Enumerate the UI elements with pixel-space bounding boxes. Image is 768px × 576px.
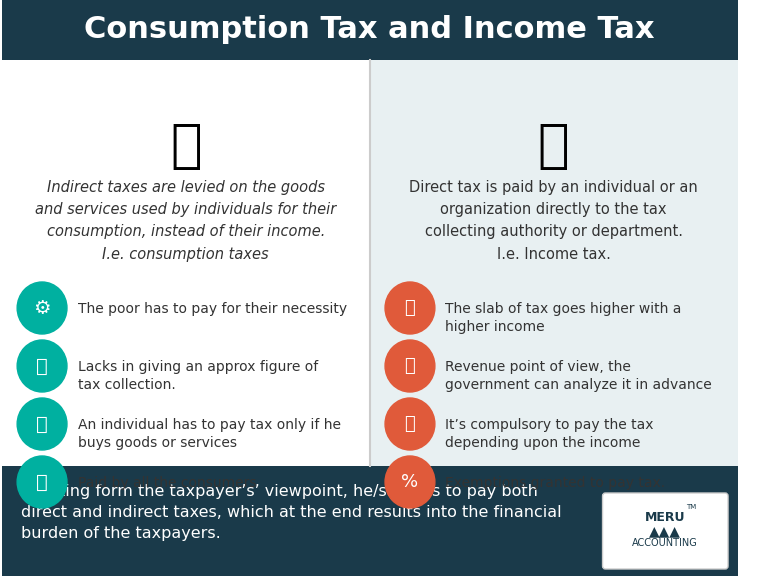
Text: 💰: 💰 xyxy=(538,120,570,172)
Text: Exemptions granted to pay tax.: Exemptions granted to pay tax. xyxy=(445,476,666,490)
Text: 🔍: 🔍 xyxy=(405,357,415,375)
FancyBboxPatch shape xyxy=(2,0,737,60)
Text: Paid by all the consumers: Paid by all the consumers xyxy=(78,476,257,490)
Text: TM: TM xyxy=(687,504,697,510)
Circle shape xyxy=(385,340,435,392)
Circle shape xyxy=(17,398,67,450)
FancyBboxPatch shape xyxy=(369,60,737,466)
Text: 👥: 👥 xyxy=(36,472,48,491)
Text: 📈: 📈 xyxy=(405,299,415,317)
Text: ▲▲▲: ▲▲▲ xyxy=(649,524,680,538)
Text: %: % xyxy=(402,473,419,491)
Text: ACCOUNTING: ACCOUNTING xyxy=(632,538,697,548)
Circle shape xyxy=(385,456,435,508)
Text: Consumption Tax and Income Tax: Consumption Tax and Income Tax xyxy=(84,16,655,44)
Text: Revenue point of view, the
government can analyze it in advance: Revenue point of view, the government ca… xyxy=(445,360,712,392)
FancyBboxPatch shape xyxy=(603,493,728,569)
Text: 🛒: 🛒 xyxy=(36,415,48,434)
Text: 💰: 💰 xyxy=(36,357,48,376)
FancyBboxPatch shape xyxy=(2,466,737,576)
Text: The poor has to pay for their necessity: The poor has to pay for their necessity xyxy=(78,302,348,316)
Text: 💵: 💵 xyxy=(405,415,415,433)
Text: An individual has to pay tax only if he
buys goods or services: An individual has to pay tax only if he … xyxy=(78,418,342,450)
Circle shape xyxy=(17,340,67,392)
Text: The slab of tax goes higher with a
higher income: The slab of tax goes higher with a highe… xyxy=(445,302,682,335)
FancyBboxPatch shape xyxy=(2,60,369,466)
Text: ⚙: ⚙ xyxy=(33,298,51,317)
Text: Direct tax is paid by an individual or an
organization directly to the tax
colle: Direct tax is paid by an individual or a… xyxy=(409,180,698,262)
Circle shape xyxy=(17,282,67,334)
Circle shape xyxy=(385,282,435,334)
Text: Indirect taxes are levied on the goods
and services used by individuals for thei: Indirect taxes are levied on the goods a… xyxy=(35,180,336,262)
Text: Thinking form the taxpayer’s’ viewpoint, he/she has to pay both
direct and indir: Thinking form the taxpayer’s’ viewpoint,… xyxy=(21,484,561,541)
Circle shape xyxy=(385,398,435,450)
Text: 🛒: 🛒 xyxy=(170,120,201,172)
Text: Lacks in giving an approx figure of
tax collection.: Lacks in giving an approx figure of tax … xyxy=(78,360,319,392)
Text: It’s compulsory to pay the tax
depending upon the income: It’s compulsory to pay the tax depending… xyxy=(445,418,654,450)
Circle shape xyxy=(17,456,67,508)
Text: MERU: MERU xyxy=(644,511,685,524)
